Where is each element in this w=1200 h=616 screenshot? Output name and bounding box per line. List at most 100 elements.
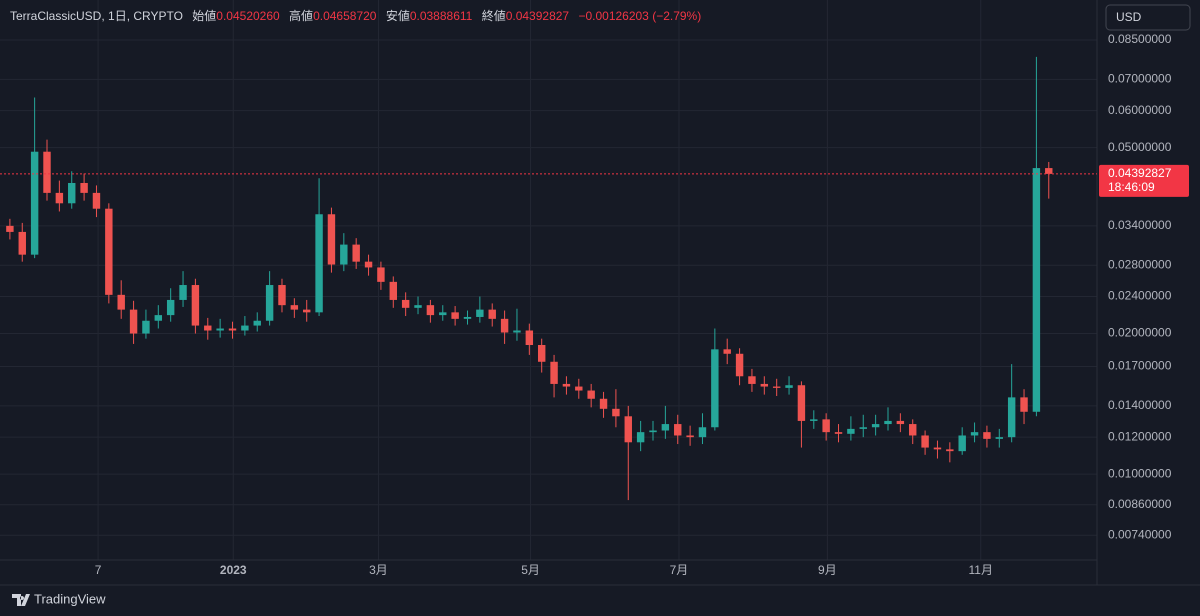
candle-body: [30, 151, 39, 255]
candle-body: [92, 192, 101, 209]
candle-body: [760, 383, 769, 387]
candle-body: [18, 231, 26, 255]
candle-body: [612, 408, 620, 417]
candle-body: [80, 182, 88, 193]
candle-body: [476, 309, 484, 317]
candle-body: [983, 432, 991, 439]
change: −0.00126203 (−2.79%): [578, 9, 701, 23]
candle-body: [6, 225, 14, 232]
grid: [0, 0, 1097, 560]
candle-body: [414, 305, 422, 308]
x-tick-label: 9月: [818, 563, 837, 577]
candle-body: [439, 312, 447, 316]
candle-body: [525, 330, 534, 345]
x-tick-label: 2023: [220, 563, 247, 577]
candle-body: [117, 294, 125, 310]
candle-body: [105, 208, 113, 295]
candle-body: [513, 330, 521, 333]
candle-body: [68, 182, 76, 204]
candle-body: [451, 312, 459, 319]
y-tick-label: 0.03400000: [1108, 218, 1172, 232]
candle-body: [389, 281, 397, 300]
currency[interactable]: USD: [1116, 10, 1142, 24]
candle-body: [1045, 168, 1053, 174]
y-tick-label: 0.00860000: [1108, 497, 1172, 511]
candle-body: [735, 353, 744, 377]
candle-body: [290, 305, 299, 310]
candle-body: [241, 325, 249, 331]
candle-body: [810, 419, 818, 421]
candle-body: [587, 390, 595, 399]
candle-body: [711, 349, 719, 428]
candle-body: [933, 447, 942, 450]
y-tick-label: 0.02800000: [1108, 257, 1172, 271]
y-tick-label: 0.08500000: [1108, 32, 1172, 46]
candle-body: [364, 261, 373, 268]
y-tick-label: 0.06000000: [1108, 103, 1172, 117]
y-tick-label: 0.01400000: [1108, 398, 1172, 412]
candles: [6, 56, 1053, 501]
candle-body: [674, 424, 682, 436]
candle-body: [265, 285, 274, 321]
candle-body: [921, 435, 929, 448]
candle-body: [958, 435, 966, 452]
candle-body: [129, 309, 138, 334]
candle-body: [1007, 397, 1016, 438]
candle-body: [624, 416, 632, 443]
close-label: 終値: [482, 8, 506, 23]
y-tick-label: 0.02000000: [1108, 326, 1172, 340]
candle-body: [228, 328, 237, 331]
y-tick-label: 0.07000000: [1108, 72, 1172, 86]
brand-logo[interactable]: [12, 594, 30, 606]
candle-body: [463, 316, 472, 319]
candle-body: [500, 318, 509, 333]
candle-body: [537, 344, 546, 362]
candle-body: [377, 267, 385, 282]
symbol: TerraClassicUSD, 1日, CRYPTO: [10, 9, 183, 23]
candle-body: [204, 325, 212, 331]
low-value: 0.03888611: [410, 9, 473, 23]
candle-body: [315, 214, 323, 313]
currency-box[interactable]: [1105, 4, 1191, 31]
candle-body: [822, 419, 830, 433]
candle-body: [698, 427, 707, 438]
candle-body: [649, 430, 657, 433]
x-tick-label: 11月: [969, 563, 993, 577]
candle-body: [154, 315, 163, 321]
x-tick-label: 5月: [521, 563, 540, 577]
candle-body: [723, 349, 731, 354]
open-value: 0.04520260: [216, 9, 280, 23]
brand[interactable]: TradingView: [12, 591, 106, 606]
open-label: 始値: [192, 8, 216, 23]
candle-body: [142, 320, 150, 334]
last-price-box: [1099, 164, 1189, 197]
candle-body: [599, 398, 608, 409]
candle-body: [797, 385, 806, 421]
candle-body: [896, 420, 905, 425]
candle-body: [426, 305, 435, 316]
y-tick-label: 0.01700000: [1108, 359, 1172, 373]
candle-body: [785, 385, 793, 388]
candle-body: [575, 386, 583, 391]
currency-button[interactable]: USD: [1105, 4, 1191, 31]
countdown: 18:46:09: [1108, 180, 1155, 194]
candle-body: [340, 244, 348, 265]
candle-body: [43, 151, 51, 193]
candle-body: [847, 428, 855, 434]
candle-body: [179, 285, 187, 300]
candle-body: [303, 309, 311, 313]
candle-body: [191, 285, 200, 326]
brand-name[interactable]: TradingView: [34, 591, 106, 606]
y-tick-label: 0.05000000: [1108, 140, 1172, 154]
candle-body: [1032, 168, 1041, 412]
last-price-label: 0.04392827: [1108, 166, 1172, 180]
candle-body: [488, 309, 496, 319]
x-tick-label: 7: [95, 563, 102, 577]
candle-body: [946, 449, 954, 452]
candle-body: [166, 299, 175, 316]
x-tick-label: 3月: [369, 563, 388, 577]
y-tick-label: 0.00740000: [1108, 527, 1172, 541]
candle-body: [352, 244, 360, 262]
